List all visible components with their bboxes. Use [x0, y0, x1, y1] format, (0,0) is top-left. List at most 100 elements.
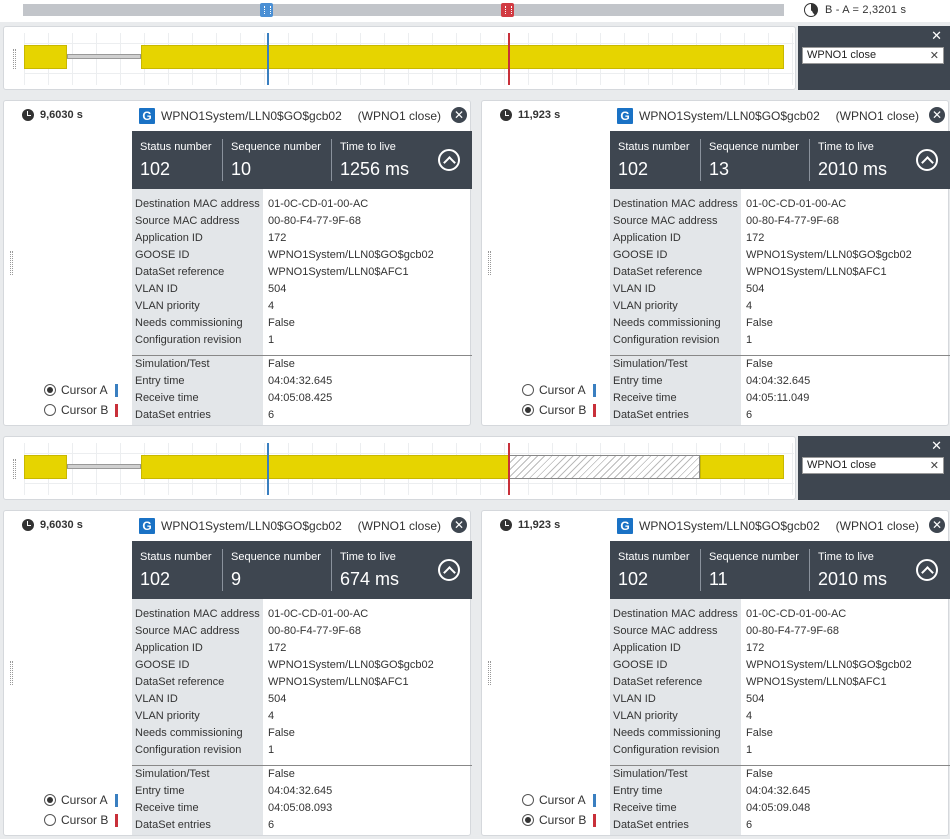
field-row: VLAN ID 504 — [610, 691, 950, 708]
summary-bar: Status number 102 Sequence number 9 Time… — [132, 541, 472, 599]
field-key: DataSet entries — [613, 819, 689, 831]
cursor-a-radio[interactable]: Cursor A — [522, 383, 596, 397]
radio-icon[interactable] — [44, 794, 56, 806]
close-icon[interactable]: ✕ — [451, 107, 467, 123]
close-icon[interactable]: ✕ — [931, 28, 942, 43]
cursor-b-radio[interactable]: Cursor B — [522, 403, 597, 417]
cursor-b-radio[interactable]: Cursor B — [44, 403, 119, 417]
cursor-b-line[interactable] — [508, 443, 510, 495]
time-value: 9,6030 s — [40, 109, 83, 121]
cursor-a-radio[interactable]: Cursor A — [44, 793, 118, 807]
drag-grip-icon[interactable] — [10, 251, 13, 275]
field-row: Entry time 04:04:32.645 — [132, 783, 472, 800]
cursor-a-line[interactable] — [267, 33, 269, 85]
cursor-b-label: Cursor B — [539, 403, 587, 417]
field-key: VLAN priority — [613, 710, 678, 722]
radio-icon[interactable] — [522, 404, 534, 416]
field-key: GOOSE ID — [613, 659, 668, 671]
field-key: VLAN ID — [613, 283, 656, 295]
field-row: DataSet entries 6 — [610, 817, 950, 834]
field-row: DataSet reference WPNO1System/LLN0$AFC1 — [132, 264, 472, 281]
radio-icon[interactable] — [522, 794, 534, 806]
radio-icon[interactable] — [44, 384, 56, 396]
field-row: Destination MAC address 01-0C-CD-01-00-AC — [132, 606, 472, 623]
cursor-b-handle[interactable] — [501, 3, 514, 17]
status-number-value: 102 — [618, 569, 649, 589]
time-to-live-label: Time to live — [818, 141, 874, 153]
close-icon[interactable]: ✕ — [929, 517, 945, 533]
field-key: Configuration revision — [135, 334, 242, 346]
detail-header: G WPNO1System/LLN0$GO$gcb02 (WPNO1 close… — [129, 511, 471, 541]
field-value: 00-80-F4-77-9F-68 — [746, 215, 839, 227]
cursor-a-line[interactable] — [267, 443, 269, 495]
radio-icon[interactable] — [522, 814, 534, 826]
collapse-icon[interactable] — [438, 149, 460, 171]
collapse-icon[interactable] — [916, 149, 938, 171]
field-key: Source MAC address — [135, 625, 240, 637]
field-value: 172 — [746, 642, 765, 654]
field-key: VLAN priority — [613, 300, 678, 312]
field-value: 04:04:32.645 — [746, 375, 811, 387]
drag-grip-icon[interactable] — [488, 251, 491, 275]
field-row: Simulation/Test False — [610, 356, 950, 373]
field-row: VLAN ID 504 — [132, 281, 472, 298]
timeline-area[interactable] — [3, 436, 796, 500]
field-value: 1 — [746, 744, 753, 756]
radio-icon[interactable] — [44, 814, 56, 826]
detail-header: G WPNO1System/LLN0$GO$gcb02 (WPNO1 close… — [607, 101, 949, 131]
sequence-number-value: 11 — [709, 569, 728, 589]
cursor-a-marker — [114, 383, 118, 397]
collapse-icon[interactable] — [916, 559, 938, 581]
signal-strip-1: ✕ WPNO1 close ✕ — [0, 26, 950, 90]
field-key: Entry time — [613, 785, 663, 797]
field-key: VLAN priority — [135, 710, 200, 722]
field-key: Destination MAC address — [613, 198, 738, 210]
cursor-b-radio[interactable]: Cursor B — [44, 813, 119, 827]
field-value: 1 — [746, 334, 753, 346]
close-icon[interactable]: ✕ — [929, 107, 945, 123]
field-key: Needs commissioning — [135, 727, 243, 739]
field-value: 04:04:32.645 — [268, 785, 333, 797]
field-row: Needs commissioning False — [132, 315, 472, 332]
field-row: Configuration revision 1 — [132, 742, 472, 759]
field-value: WPNO1System/LLN0$GO$gcb02 — [268, 249, 434, 261]
message-detail-panel: 11,923 s Cursor A Cursor B G WPNO1System… — [481, 100, 950, 426]
filter-input[interactable]: WPNO1 close ✕ — [802, 457, 944, 474]
status-number-value: 102 — [140, 159, 171, 179]
cursor-a-radio[interactable]: Cursor A — [44, 383, 118, 397]
sequence-number-value: 13 — [709, 159, 730, 179]
status-number-block: Status number 102 — [610, 541, 700, 599]
drag-grip-icon[interactable] — [13, 49, 16, 69]
cursor-a-radio[interactable]: Cursor A — [522, 793, 596, 807]
clear-icon[interactable]: ✕ — [929, 50, 939, 62]
cursor-b-line[interactable] — [508, 33, 510, 85]
status-number-block: Status number 102 — [610, 131, 700, 189]
cursor-b-marker — [593, 403, 597, 417]
field-row: Entry time 04:04:32.645 — [610, 783, 950, 800]
filter-panel: ✕ WPNO1 close ✕ — [798, 436, 950, 500]
field-value: WPNO1System/LLN0$GO$gcb02 — [746, 249, 912, 261]
timeline-area[interactable] — [3, 26, 796, 90]
radio-icon[interactable] — [522, 384, 534, 396]
drag-grip-icon[interactable] — [13, 459, 16, 479]
close-icon[interactable]: ✕ — [451, 517, 467, 533]
field-value: 6 — [268, 409, 275, 421]
collapse-icon[interactable] — [438, 559, 460, 581]
field-value: False — [746, 358, 773, 370]
field-value: 00-80-F4-77-9F-68 — [268, 625, 361, 637]
close-icon[interactable]: ✕ — [931, 438, 942, 453]
field-row: Simulation/Test False — [610, 766, 950, 783]
drag-grip-icon[interactable] — [488, 661, 491, 685]
filter-input[interactable]: WPNO1 close ✕ — [802, 47, 944, 64]
time-to-live-value: 2010 ms — [818, 569, 888, 589]
goose-detail: G WPNO1System/LLN0$GO$gcb02 (WPNO1 close… — [607, 511, 950, 835]
cursor-a-handle[interactable] — [260, 3, 273, 17]
cursor-b-radio[interactable]: Cursor B — [522, 813, 597, 827]
clear-icon[interactable]: ✕ — [929, 460, 939, 472]
radio-icon[interactable] — [44, 404, 56, 416]
drag-grip-icon[interactable] — [10, 661, 13, 685]
cursor-a-marker — [592, 793, 596, 807]
scrubber-track[interactable] — [23, 4, 784, 16]
field-key: DataSet reference — [135, 676, 225, 688]
field-value: 01-0C-CD-01-00-AC — [268, 198, 369, 210]
